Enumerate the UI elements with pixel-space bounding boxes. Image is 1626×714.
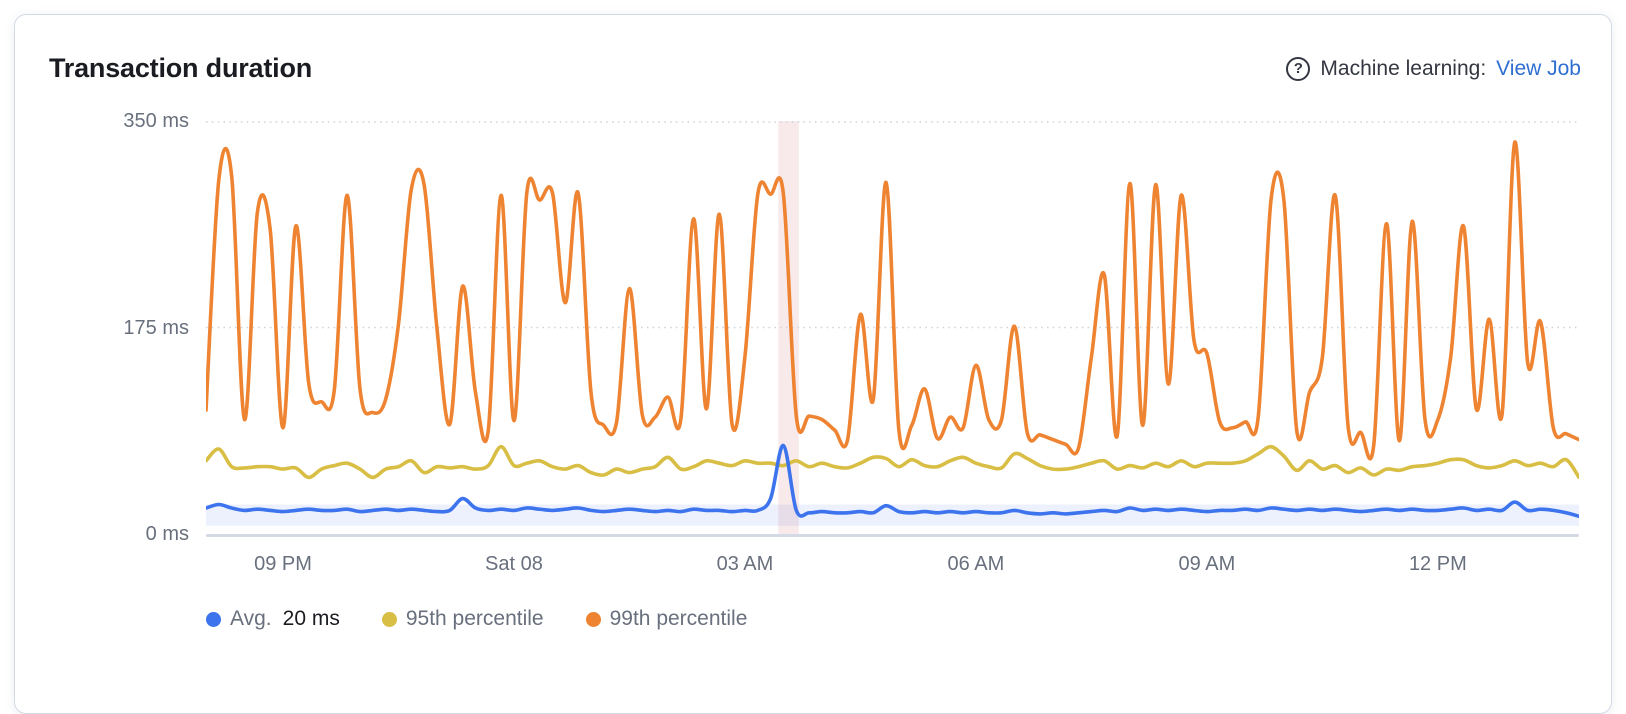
legend-current-value: 20 ms [282, 607, 340, 630]
x-axis-label: 09 AM [1178, 553, 1236, 575]
x-axis-label: 09 PM [254, 553, 312, 575]
view-job-link[interactable]: View Job [1496, 56, 1581, 80]
legend-dot-p99 [585, 611, 601, 627]
x-axis: 09 PM Sat 08 03 AM 06 AM 09 AM 12 PM [15, 553, 1611, 579]
chart-svg[interactable] [206, 121, 1579, 534]
anomaly-annotation-band [778, 121, 799, 534]
legend-label: 95th percentile [405, 607, 544, 630]
y-axis-label: 350 ms [123, 110, 189, 132]
chart-legend: Avg. 20 ms 95th percentile 99th percentile [206, 607, 747, 631]
transaction-duration-chart[interactable] [206, 121, 1579, 534]
machine-learning-label: Machine learning: [1320, 56, 1487, 80]
machine-learning-area: ? Machine learning: View Job [1286, 56, 1581, 81]
legend-item-p99[interactable]: 99th percentile [585, 607, 748, 631]
y-axis-label: 175 ms [123, 316, 189, 339]
legend-item-p95[interactable]: 95th percentile [381, 607, 544, 631]
legend-label: 99th percentile [609, 607, 748, 630]
series-line-p99 [206, 140, 1579, 461]
x-axis-label: Sat 08 [485, 553, 543, 575]
series-line-avg [206, 443, 1579, 519]
help-icon[interactable]: ? [1286, 56, 1311, 81]
x-axis-label: 03 AM [716, 553, 774, 575]
transaction-duration-panel: Transaction duration ? Machine learning:… [14, 14, 1612, 714]
series-line-p95 [206, 444, 1579, 480]
legend-label: Avg. [230, 607, 272, 630]
x-axis-label: 06 AM [947, 553, 1005, 575]
x-axis-label: 12 PM [1408, 553, 1467, 575]
x-axis-line [206, 534, 1579, 537]
legend-dot-avg [206, 611, 221, 627]
panel-header: Transaction duration ? Machine learning:… [49, 53, 1581, 84]
legend-dot-p95 [381, 611, 397, 627]
panel-title: Transaction duration [49, 53, 313, 83]
legend-item-avg[interactable]: Avg. 20 ms [206, 607, 340, 631]
y-axis-label: 0 ms [145, 523, 189, 545]
